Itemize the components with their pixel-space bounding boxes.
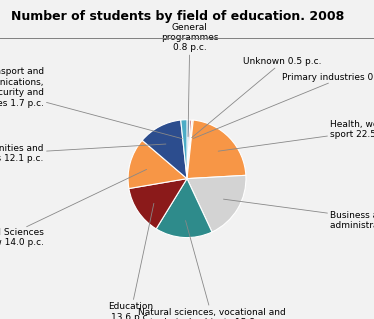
Wedge shape — [128, 140, 187, 189]
Text: Number of students by field of education. 2008: Number of students by field of education… — [11, 10, 344, 23]
Wedge shape — [187, 120, 246, 179]
Text: Humanities and
Arts 12.1 p.c.: Humanities and Arts 12.1 p.c. — [0, 144, 166, 163]
Wedge shape — [181, 120, 187, 179]
Text: Unknown 0.5 p.c.: Unknown 0.5 p.c. — [192, 57, 322, 137]
Wedge shape — [187, 120, 192, 179]
Wedge shape — [187, 120, 193, 179]
Text: General
programmes
0.8 p.c.: General programmes 0.8 p.c. — [161, 23, 218, 137]
Wedge shape — [187, 175, 246, 232]
Wedge shape — [129, 179, 187, 229]
Text: Primary industries 0.4 p.c.: Primary industries 0.4 p.c. — [193, 73, 374, 138]
Text: Transport and
communications,
safety and security and
other services 1.7 p.c.: Transport and communications, safety and… — [0, 67, 182, 139]
Text: Business and
administration 19.0 p.c.: Business and administration 19.0 p.c. — [224, 199, 374, 230]
Wedge shape — [187, 120, 190, 179]
Text: Natural sciences, vocational and
technical subjects 15.8 p.c.: Natural sciences, vocational and technic… — [138, 220, 286, 319]
Text: Education
13.6 p.c.: Education 13.6 p.c. — [108, 204, 154, 319]
Text: Health, welfare and
sport 22.5 p.c.: Health, welfare and sport 22.5 p.c. — [218, 120, 374, 151]
Wedge shape — [156, 179, 212, 238]
Wedge shape — [142, 120, 187, 179]
Text: Social Sciences
and Law 14.0 p.c.: Social Sciences and Law 14.0 p.c. — [0, 169, 147, 247]
